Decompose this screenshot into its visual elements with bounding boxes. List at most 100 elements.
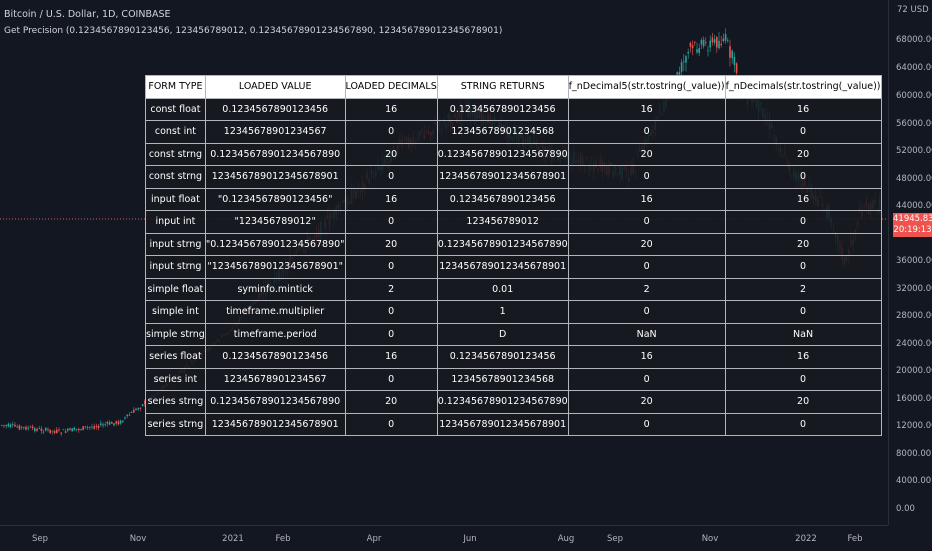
candle — [102, 422, 104, 429]
table-cell: 0 — [344, 255, 438, 279]
candle — [82, 425, 84, 431]
candle — [111, 421, 113, 424]
price-tick: 64000.00 — [896, 63, 932, 73]
candle — [685, 54, 687, 72]
table-cell: 16 — [344, 97, 438, 121]
price-scale[interactable]: 72 USD 68000.00 64000.00 60000.00 56000.… — [888, 0, 932, 525]
table-cell: 0.1234567890123456 — [204, 97, 346, 121]
table-cell: 0 — [724, 165, 882, 189]
candle — [53, 429, 56, 435]
table-cell: 20 — [344, 232, 438, 256]
candle — [97, 424, 100, 431]
table-cell: 20 — [344, 390, 438, 414]
indicator-title[interactable]: Get Precision (0.1234567890123456, 12345… — [4, 26, 503, 36]
candle — [62, 429, 65, 431]
candle — [104, 421, 106, 427]
price-tick: 44000.00 — [896, 201, 932, 211]
candle — [93, 423, 95, 430]
table-row: const float 0.1234567890123456 16 0.1234567… — [145, 97, 882, 121]
table-row: const strng 0.12345678901234567890 20 0.123… — [145, 142, 882, 166]
price-tick: 56000.00 — [896, 119, 932, 129]
table-cell: 0.1234567890123456 — [204, 345, 346, 369]
price-tick: 4000.00 — [896, 476, 932, 486]
table-cell: 0 — [724, 412, 882, 436]
table-cell: 16 — [344, 345, 438, 369]
table-cell: 12345678901234567890​1 — [436, 165, 569, 189]
candle — [680, 59, 683, 76]
precision-table: FORM TYPE LOADED VALUE LOADED DECIMALS S… — [145, 75, 882, 436]
time-tick: Jun — [463, 534, 477, 544]
price-tick: 32000.00 — [896, 284, 932, 294]
column-header: FORM TYPE — [145, 75, 206, 99]
scale-unit-label: 72 USD — [897, 5, 929, 15]
table-cell: simple strng — [145, 322, 206, 346]
table-cell: simple float — [145, 277, 206, 301]
table-cell: simple int — [145, 300, 206, 324]
table-cell: 12345678901234567890​1 — [436, 412, 569, 436]
candle — [698, 43, 700, 57]
table-cell: 20 — [344, 142, 438, 166]
candle — [64, 428, 67, 434]
table-cell: 0.12345678901234567890 — [204, 142, 346, 166]
candle — [45, 426, 47, 432]
candle — [89, 426, 91, 430]
candle — [711, 32, 714, 46]
table-cell: input float — [145, 187, 206, 211]
candle — [133, 407, 135, 413]
candle — [7, 422, 10, 428]
table-cell: 0 — [567, 210, 726, 234]
table-cell: 123456789012345​68 — [436, 120, 569, 144]
time-tick: 2021 — [222, 534, 244, 544]
table-cell: 20 — [567, 142, 726, 166]
candle — [119, 419, 122, 425]
time-tick: Sep — [31, 534, 49, 544]
table-cell: 0.12345678901234567890 — [436, 232, 569, 256]
table-cell: 20 — [724, 232, 882, 256]
table-cell: 16 — [567, 187, 726, 211]
table-cell: input int — [145, 210, 206, 234]
table-row: input strng "0.12345678901234567890" 20 0.1… — [145, 232, 882, 256]
column-header: f_nDecimals(str.tostring(_value)) — [724, 75, 882, 99]
price-tick: 36000.00 — [896, 256, 932, 266]
candle — [122, 420, 124, 423]
table-cell: "0.12345678901234567890" — [204, 232, 346, 256]
table-row: series int 123456789012345​67 0 12345678901… — [145, 367, 882, 391]
symbol-title[interactable]: Bitcoin / U.S. Dollar, 1D, COINBASE — [4, 9, 171, 20]
candle — [130, 410, 133, 413]
price-tick: 48000.00 — [896, 174, 932, 184]
table-row: input strng "12345678901234567890​1" 0 1234… — [145, 255, 882, 279]
table-cell: "123456789012" — [204, 210, 346, 234]
price-tick: 52000.00 — [896, 146, 932, 156]
time-tick: Feb — [275, 534, 291, 544]
table-cell: timeframe.multiplier — [204, 300, 346, 324]
table-cell: input strng — [145, 232, 206, 256]
candle — [727, 37, 729, 43]
candle — [700, 37, 703, 50]
time-scale[interactable]: Sep Nov 2021 Feb Apr Jun Aug Sep Nov 202… — [0, 525, 888, 551]
table-cell: 2 — [344, 277, 438, 301]
table-cell: 0 — [567, 120, 726, 144]
table-cell: 0.01 — [436, 277, 569, 301]
candle — [40, 426, 43, 434]
time-tick: Sep — [606, 534, 624, 544]
candle — [36, 427, 38, 433]
table-cell: const strng — [145, 165, 206, 189]
table-cell: series strng — [145, 390, 206, 414]
table-row: simple int timeframe.multiplier 0 1 0 0 — [145, 300, 882, 324]
table-cell: 0 — [724, 367, 882, 391]
candle — [117, 419, 120, 426]
table-cell: 20 — [724, 142, 882, 166]
candle — [729, 39, 731, 67]
candle — [1, 424, 3, 427]
candle — [86, 425, 89, 430]
table-row: const int 123456789012345​67 0 123456789012… — [145, 120, 882, 144]
price-tick: 24000.00 — [896, 339, 932, 349]
table-cell: NaN — [567, 322, 726, 346]
candle — [3, 424, 5, 429]
candle — [709, 35, 711, 52]
price-tick: 12000.00 — [896, 421, 932, 431]
table-cell: input strng — [145, 255, 206, 279]
time-tick: Aug — [557, 534, 575, 544]
candle — [73, 426, 76, 431]
table-cell: 0 — [344, 165, 438, 189]
